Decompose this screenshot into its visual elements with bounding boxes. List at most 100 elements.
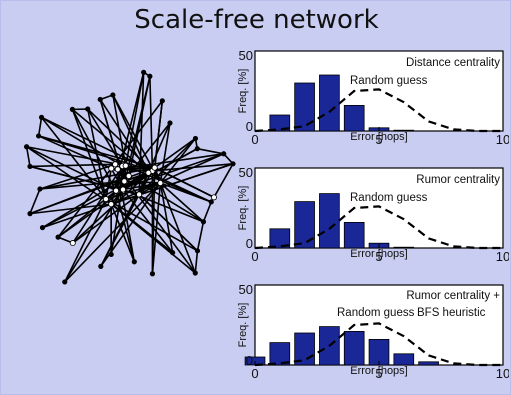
- bar: [393, 353, 415, 366]
- legend-label: Random guess: [337, 307, 415, 319]
- network-node-highlighted: [136, 191, 143, 198]
- network-node-highlighted: [114, 166, 121, 173]
- network-edge: [138, 193, 199, 252]
- x-tick-label: 0: [251, 366, 258, 381]
- network-edge: [112, 94, 150, 174]
- chart-panel-3: 0 5 10 0 50 Freq. [%] Error [hops] Rumor centra…: [237, 282, 509, 381]
- network-edge: [138, 72, 145, 195]
- network-edge: [40, 116, 107, 200]
- legend-label: Rumor centrality +: [406, 290, 500, 302]
- x-tick-label: 10: [496, 249, 509, 264]
- y-axis-label: Freq. [%]: [237, 69, 249, 114]
- network-node: [131, 259, 137, 265]
- bar: [269, 342, 291, 366]
- legend-label: Random guess: [350, 192, 428, 204]
- network-edge: [159, 182, 174, 253]
- y-axis-label: Freq. [%]: [237, 303, 249, 348]
- network-node: [208, 199, 214, 205]
- network-node-highlighted: [121, 178, 128, 185]
- network-node-highlighted: [125, 172, 132, 179]
- network-edge: [149, 76, 154, 171]
- network-node: [192, 270, 198, 276]
- network-edge: [151, 182, 162, 274]
- network-node: [147, 73, 153, 79]
- network-edge: [202, 201, 212, 223]
- network-node: [194, 146, 200, 152]
- network-node-highlighted: [210, 194, 217, 201]
- network-node-highlighted: [108, 201, 115, 208]
- network-edge: [29, 188, 41, 214]
- y-tick-label: 0: [246, 236, 253, 251]
- network-node-highlighted: [102, 196, 109, 203]
- legend-label: BFS heuristic: [417, 307, 486, 319]
- network-edge: [110, 203, 136, 263]
- x-tick-label: 0: [251, 132, 258, 147]
- network-edge: [42, 175, 130, 229]
- network-edge: [72, 193, 140, 244]
- network-edge: [105, 198, 174, 254]
- network-edge: [152, 163, 234, 172]
- network-edge: [26, 146, 112, 205]
- x-tick-label: 5: [375, 249, 382, 264]
- network-edge: [122, 147, 198, 191]
- bar: [393, 246, 415, 249]
- network-node-highlighted: [157, 180, 164, 187]
- network-node: [108, 251, 114, 258]
- random-guess-curve: [254, 205, 503, 250]
- network-edge: [71, 109, 107, 200]
- network-edge: [87, 108, 153, 172]
- network-node: [39, 224, 46, 231]
- bar: [294, 82, 315, 132]
- network-graph: [23, 69, 236, 285]
- network-edge: [26, 145, 126, 167]
- network-node: [38, 114, 45, 120]
- x-axis-label: Error [hops]: [350, 131, 407, 143]
- network-node: [170, 250, 176, 256]
- network-edge: [213, 163, 234, 198]
- legend-label: Distance centrality: [406, 57, 500, 69]
- network-edge: [41, 116, 153, 172]
- x-tick-label: 10: [496, 132, 509, 147]
- network-node-highlighted: [69, 240, 76, 247]
- network-edge: [26, 146, 117, 192]
- bar: [343, 221, 365, 249]
- network-edge: [64, 198, 107, 283]
- network-node: [36, 133, 42, 139]
- random-guess-curve: [254, 88, 503, 133]
- bar: [319, 74, 340, 132]
- network-node: [85, 106, 91, 112]
- network-edge: [115, 153, 224, 192]
- legend-label: Rumor centrality: [416, 174, 500, 186]
- network-node: [194, 248, 201, 254]
- network-node-highlighted: [145, 169, 152, 176]
- bar: [319, 193, 340, 249]
- x-tick-label: 0: [251, 249, 258, 264]
- network-node: [27, 211, 33, 217]
- network-edge: [124, 72, 145, 166]
- network-edge: [138, 182, 161, 196]
- network-node: [98, 263, 104, 269]
- network-edge: [154, 167, 215, 199]
- network-edge: [42, 203, 112, 229]
- network-node: [23, 144, 30, 150]
- network-node: [62, 279, 68, 285]
- network-edge: [71, 108, 149, 174]
- network-edge: [86, 108, 107, 200]
- network-node: [221, 151, 227, 157]
- network-node-highlighted: [151, 164, 158, 171]
- bar: [418, 361, 439, 366]
- x-axis-label: Error [hops]: [350, 248, 407, 260]
- network-edge: [105, 182, 161, 200]
- network-node: [141, 69, 147, 75]
- network-edge: [160, 182, 212, 203]
- network-edge: [37, 117, 43, 137]
- network-edge: [39, 163, 116, 190]
- network-edge: [110, 163, 234, 205]
- network-edge: [159, 122, 171, 184]
- network-edge: [64, 182, 161, 283]
- network-edge: [159, 182, 204, 223]
- y-tick-label: 0: [246, 119, 253, 134]
- network-edge: [100, 194, 140, 267]
